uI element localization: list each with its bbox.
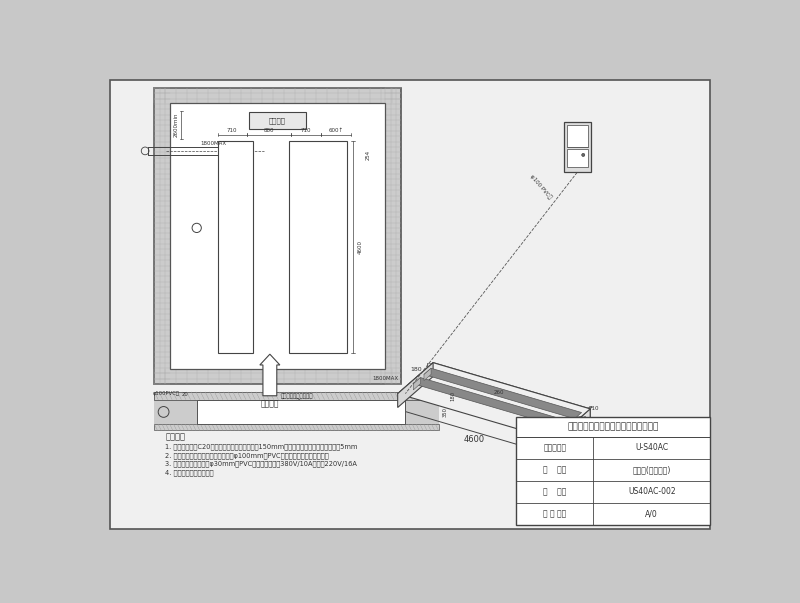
Bar <box>218 141 253 353</box>
Circle shape <box>582 153 585 157</box>
Text: U-S40AC: U-S40AC <box>635 443 668 452</box>
Bar <box>516 417 710 525</box>
Polygon shape <box>424 368 431 380</box>
Polygon shape <box>398 362 590 440</box>
Polygon shape <box>414 377 571 428</box>
Polygon shape <box>424 368 582 418</box>
Text: 260: 260 <box>494 390 504 395</box>
Text: 600↑: 600↑ <box>329 128 344 133</box>
Text: 名    称：: 名 称： <box>543 466 566 475</box>
Text: 2600min: 2600min <box>174 113 178 137</box>
Bar <box>197 400 405 425</box>
Text: 254: 254 <box>366 150 371 160</box>
Text: 880: 880 <box>264 128 274 133</box>
Bar <box>567 148 588 167</box>
Text: 3. 电源线和气源线预埋φ30mm的PVC管，电源三相为380V/10A或单相220V/16A: 3. 电源线和气源线预埋φ30mm的PVC管，电源三相为380V/10A或单相2… <box>165 461 357 467</box>
Bar <box>154 425 439 431</box>
Text: 880: 880 <box>577 417 587 421</box>
Text: 版 本 号：: 版 本 号： <box>543 510 566 519</box>
Text: 控制发仪: 控制发仪 <box>269 118 286 124</box>
Text: φ100PVC管: φ100PVC管 <box>153 391 180 396</box>
FancyArrow shape <box>260 354 280 396</box>
Text: 1800MAX: 1800MAX <box>372 376 398 380</box>
Text: 产品型号：: 产品型号： <box>543 443 566 452</box>
Text: 710: 710 <box>301 128 311 133</box>
Bar <box>289 141 347 353</box>
Text: 上海巴兰仕汽车检测设备股份有限公司: 上海巴兰仕汽车检测设备股份有限公司 <box>567 423 659 431</box>
Text: 图    号：: 图 号： <box>543 487 566 496</box>
Text: 1800MAX: 1800MAX <box>201 142 226 147</box>
Text: US40AC-002: US40AC-002 <box>628 487 675 496</box>
Bar <box>170 103 386 369</box>
Text: 4600: 4600 <box>464 435 486 444</box>
Polygon shape <box>398 362 433 408</box>
Text: 710: 710 <box>227 128 238 133</box>
Text: 2. 预埋控制台至地坑和两地坑间预埋φ100mm的PVC管用于穿油管、气管、电线: 2. 预埋控制台至地坑和两地坑间预埋φ100mm的PVC管用于穿油管、气管、电线 <box>165 452 329 458</box>
Text: A/0: A/0 <box>646 510 658 519</box>
Text: 4. 电控箱位置可左右互换: 4. 电控箱位置可左右互换 <box>165 469 214 476</box>
Text: 进车方向: 进车方向 <box>261 399 279 408</box>
Text: 地基图(地坑安装): 地基图(地坑安装) <box>633 466 671 475</box>
Bar <box>249 112 306 129</box>
Text: 180: 180 <box>410 367 422 372</box>
Text: 350: 350 <box>443 407 448 417</box>
Polygon shape <box>554 409 590 453</box>
Bar <box>197 400 405 425</box>
Text: 基础要求: 基础要求 <box>165 433 185 442</box>
Text: φ100 PVC管: φ100 PVC管 <box>529 173 553 200</box>
Text: 1. 混凝土等级为C20及以上，坑底混凝土厚度为150mm以上，两地坑内水平误差不大于5mm: 1. 混凝土等级为C20及以上，坑底混凝土厚度为150mm以上，两地坑内水平误差… <box>165 443 358 450</box>
Polygon shape <box>433 362 590 423</box>
Text: 4600: 4600 <box>358 240 362 254</box>
Bar <box>154 400 439 431</box>
Bar <box>567 125 588 147</box>
Text: 20: 20 <box>182 393 189 397</box>
Text: 地基槽（混凝土施工）: 地基槽（混凝土施工） <box>281 393 313 399</box>
Bar <box>564 122 591 172</box>
Bar <box>154 392 439 400</box>
Bar <box>154 88 401 384</box>
Polygon shape <box>414 377 421 390</box>
Text: 710: 710 <box>562 429 572 435</box>
Text: 180: 180 <box>450 391 455 401</box>
Text: 710: 710 <box>589 406 599 411</box>
